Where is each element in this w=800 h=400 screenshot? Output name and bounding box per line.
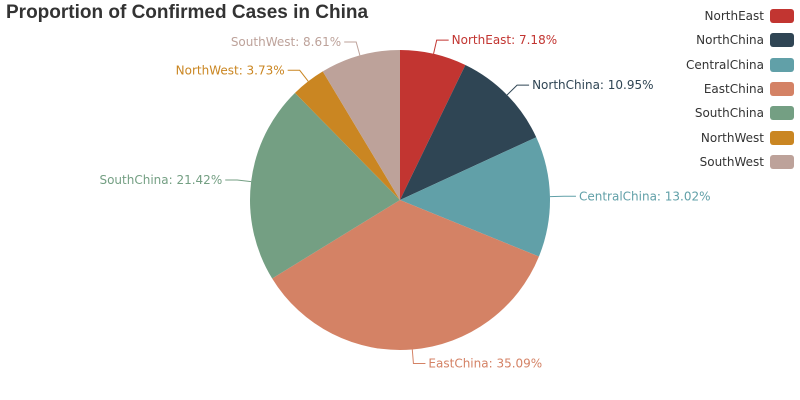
legend-item-southchina[interactable]: SouthChina (654, 101, 794, 125)
legend-item-centralchina[interactable]: CentralChina (654, 53, 794, 77)
pie-slice-southchina[interactable] (250, 92, 400, 279)
legend-swatch (770, 154, 794, 169)
legend-label: SouthWest (699, 154, 764, 169)
slice-leader-line-northchina (506, 84, 530, 96)
legend-swatch (770, 106, 794, 121)
pie-slice-centralchina[interactable] (400, 137, 551, 257)
slice-leader-line-northwest (287, 69, 309, 82)
legend-swatch (770, 130, 794, 145)
pie-slice-northchina[interactable] (400, 65, 537, 200)
legend-item-northeast[interactable]: NorthEast (654, 4, 794, 28)
legend-label: NorthChina (696, 33, 764, 48)
slice-leader-line-eastchina (411, 349, 426, 364)
slice-label-centralchina: CentralChina: 13.02% (579, 189, 711, 203)
legend-item-northwest[interactable]: NorthWest (654, 125, 794, 149)
legend: NorthEast NorthChina CentralChina EastChina… (654, 4, 794, 174)
pie-slice-northeast[interactable] (400, 50, 466, 200)
legend-swatch (770, 57, 794, 72)
legend-label: SouthChina (694, 106, 764, 121)
legend-swatch (770, 82, 794, 97)
slice-label-southchina: SouthChina: 21.42% (99, 173, 222, 187)
slice-leader-line-southwest (344, 41, 361, 56)
legend-item-northchina[interactable]: NorthChina (654, 28, 794, 52)
slice-leader-line-southchina (225, 179, 252, 183)
legend-swatch (770, 9, 794, 24)
pie-slice-eastchina[interactable] (272, 200, 539, 351)
slice-leader-line-northeast (433, 39, 449, 54)
legend-item-southwest[interactable]: SouthWest (654, 150, 794, 174)
slice-label-northeast: NorthEast: 7.18% (452, 33, 557, 47)
legend-label: EastChina (703, 82, 764, 97)
legend-item-eastchina[interactable]: EastChina (654, 77, 794, 101)
chart-title: Proportion of Confirmed Cases in China (6, 2, 369, 23)
slice-label-eastchina: EastChina: 35.09% (428, 356, 542, 370)
slice-label-northwest: NorthWest: 3.73% (176, 63, 285, 77)
legend-swatch (770, 33, 794, 48)
slice-label-southwest: SouthWest: 8.61% (231, 35, 341, 49)
legend-label: CentralChina (686, 57, 764, 72)
legend-label: NorthEast (704, 9, 764, 24)
slice-label-northchina: NorthChina: 10.95% (532, 78, 653, 92)
pie-slice-southwest[interactable] (322, 50, 400, 200)
legend-label: NorthWest (700, 130, 764, 145)
pie-slice-northwest[interactable] (295, 71, 400, 200)
